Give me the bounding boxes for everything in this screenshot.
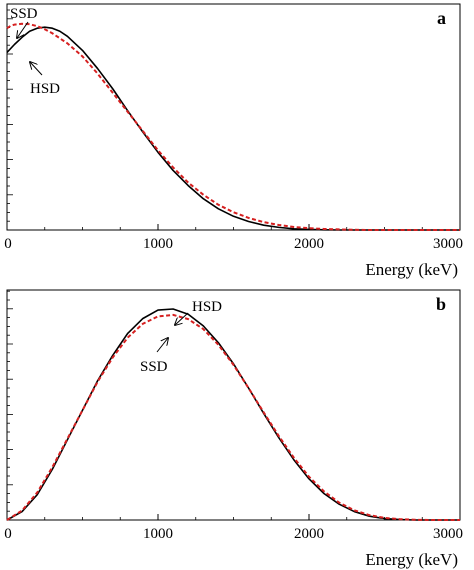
series-line-ssd bbox=[6, 313, 460, 521]
annotation-ssd: SSD bbox=[140, 359, 168, 375]
annotation-hsd: HSD bbox=[192, 299, 222, 315]
x-axis-label: Energy (keV) bbox=[365, 260, 458, 279]
x-tick-label: 1000 bbox=[143, 236, 173, 252]
annotation-arrow bbox=[17, 21, 29, 38]
plot-frame bbox=[6, 3, 461, 231]
x-tick-label: 3000 bbox=[433, 526, 463, 542]
series-line-ssd bbox=[6, 22, 460, 231]
series-line-hsd bbox=[6, 308, 460, 521]
series-line-hsd bbox=[6, 26, 460, 231]
annotation-ssd: SSD bbox=[10, 6, 38, 22]
panel-label: b bbox=[436, 294, 446, 314]
annotation-hsd: HSD bbox=[30, 81, 60, 97]
annotation-arrow bbox=[30, 62, 43, 76]
x-tick-label: 0 bbox=[4, 236, 12, 252]
panel-label: a bbox=[437, 8, 446, 28]
y-axis-ticks bbox=[7, 9, 13, 231]
x-tick-label: 0 bbox=[4, 526, 12, 542]
x-tick-label: 2000 bbox=[294, 236, 324, 252]
x-tick-label: 3000 bbox=[433, 236, 463, 252]
x-tick-label: 1000 bbox=[143, 526, 173, 542]
panel-b: 0 1000 2000 3000 Energy (keV) b HSD SSD bbox=[4, 289, 463, 569]
annotation-arrow bbox=[156, 338, 168, 353]
x-tick-label: 2000 bbox=[294, 526, 324, 542]
plot-frame bbox=[6, 289, 461, 521]
annotation-arrow bbox=[175, 312, 189, 325]
x-axis-label: Energy (keV) bbox=[365, 550, 458, 569]
y-axis-ticks bbox=[7, 290, 13, 521]
panel-a: 0 1000 2000 3000 Energy (keV) a SSD HSD bbox=[4, 3, 463, 279]
